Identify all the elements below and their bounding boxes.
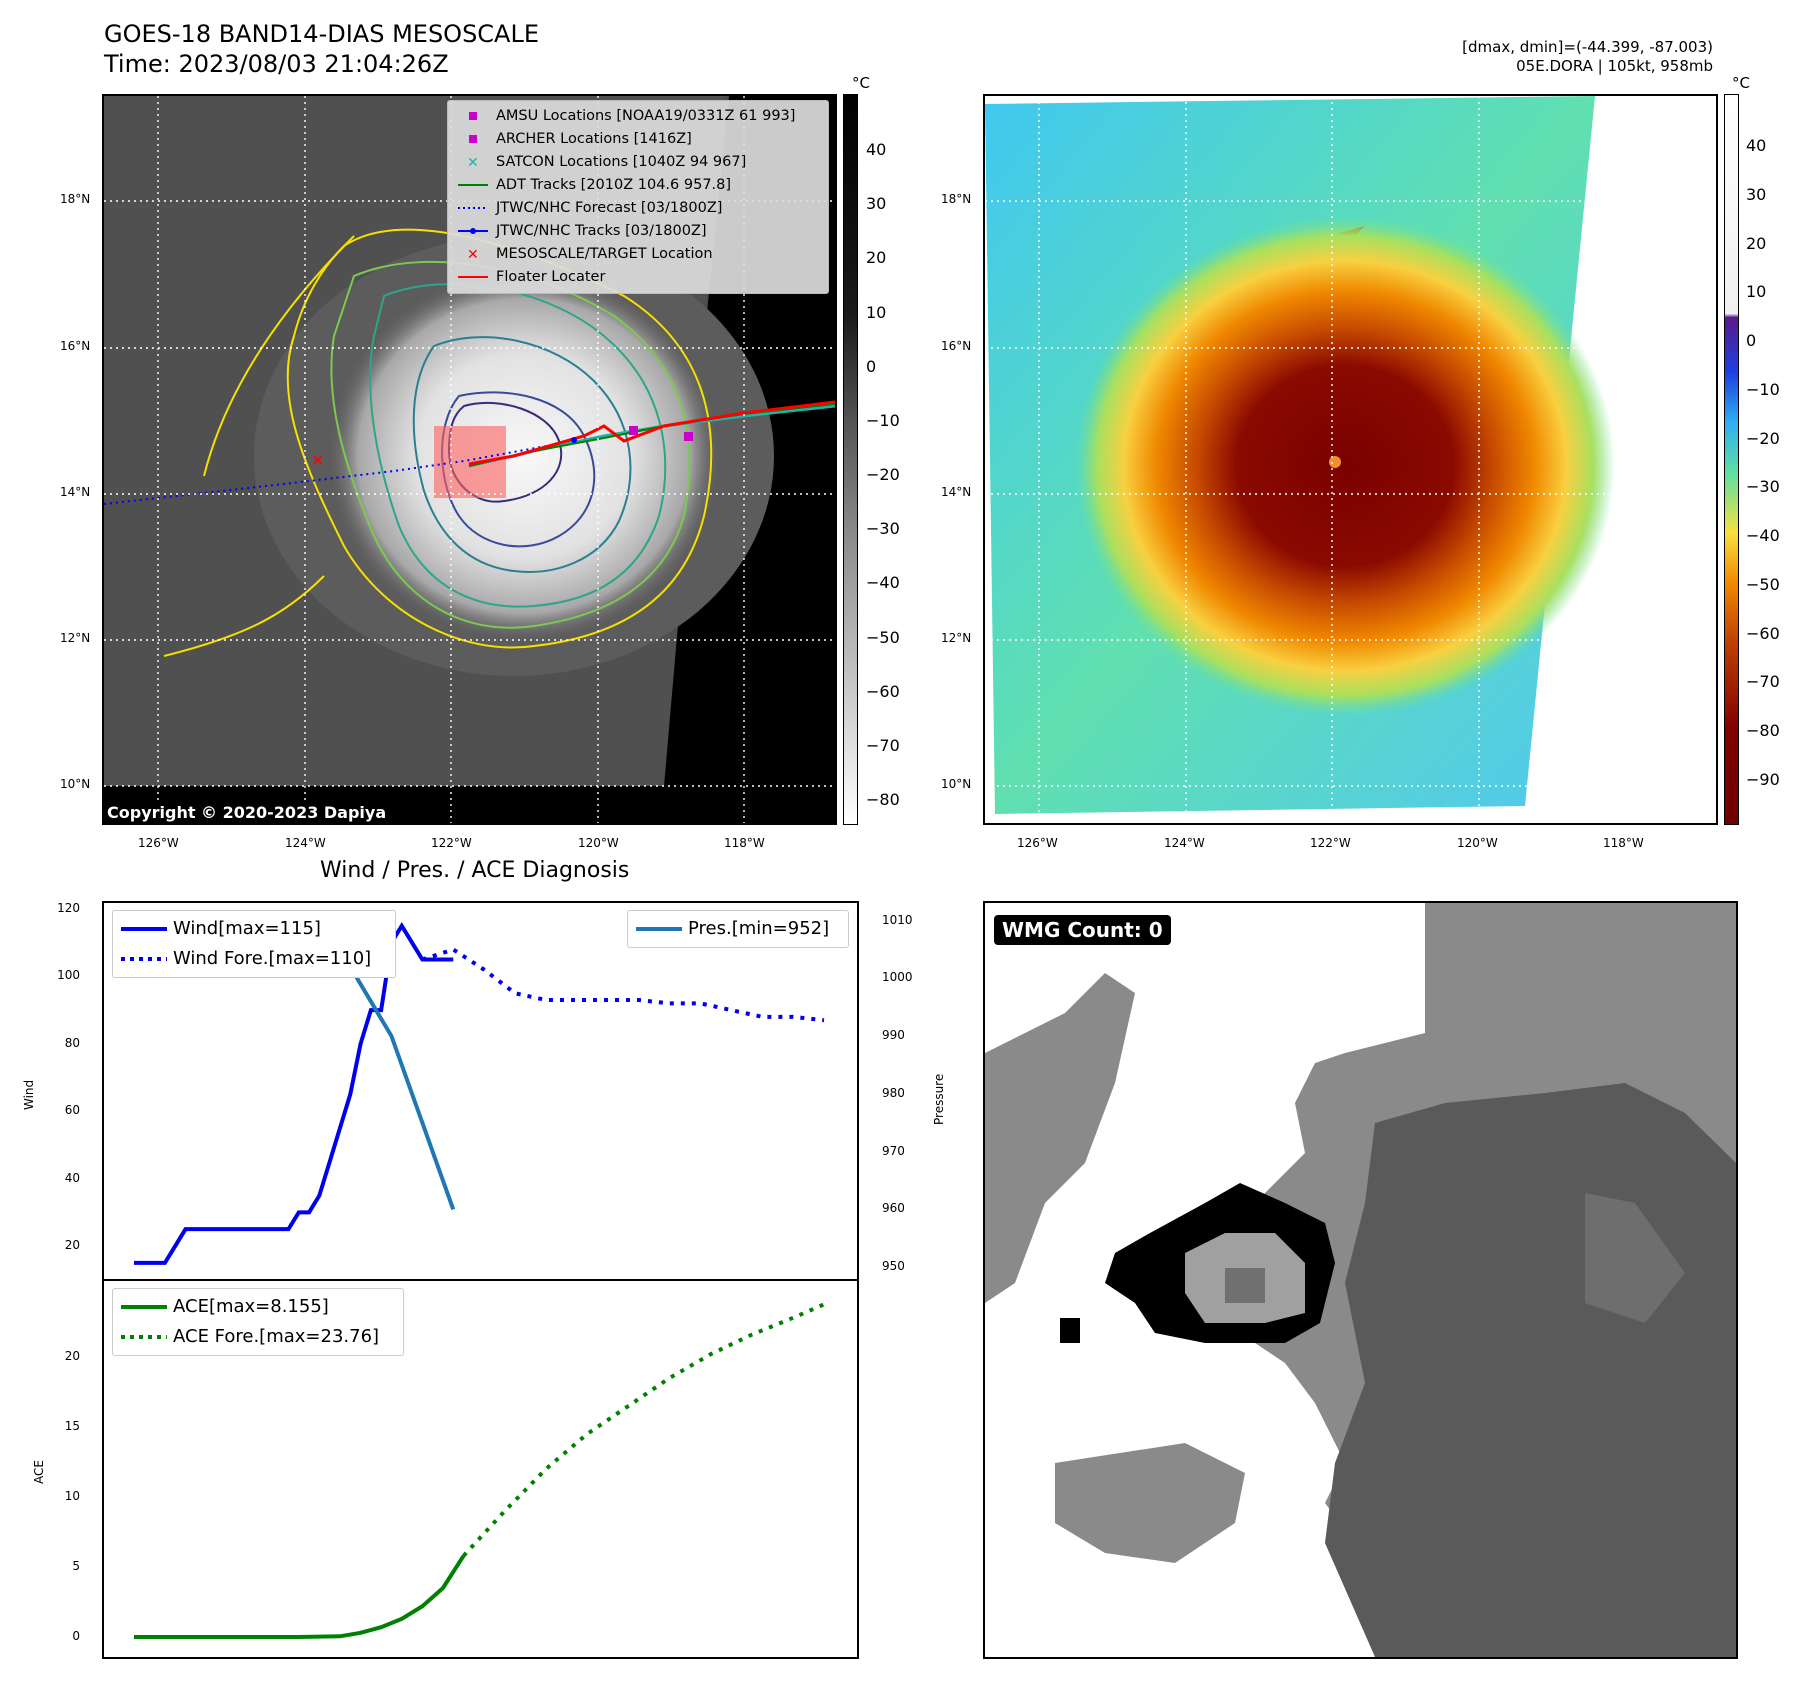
lat-tick-left: 18°N [60,192,91,206]
lon-tick-left: 118°W [724,836,765,850]
color-colorbar-tick: 40 [1746,136,1767,155]
lon-tick-left: 124°W [285,836,326,850]
wind-axis-tick: 20 [64,1238,80,1253]
wmg-classification-grid [985,903,1736,1657]
grayscale-colorbar-tick: −20 [866,465,900,484]
lat-tick-right: 14°N [941,485,972,499]
svg-text:✕: ✕ [467,247,479,263]
svg-text:✕: ✕ [467,155,479,171]
storm-info: [dmax, dmin]=(-44.399, -87.003) 05E.DORA… [1462,38,1713,76]
wind-axis-tick: 80 [64,1035,80,1050]
ace-axis-tick: 15 [64,1419,80,1433]
lon-tick-right: 124°W [1164,836,1205,850]
diagnosis-title: Wind / Pres. / ACE Diagnosis [320,858,630,883]
ace-series-line [134,1554,466,1639]
lon-tick-right: 120°W [1457,836,1498,850]
color-colorbar-tick: −40 [1746,526,1780,546]
colorbar-unit: °C [1732,74,1750,92]
wind-axis-label: Wind [22,1079,36,1110]
wind-axis-tick: 40 [64,1170,80,1185]
ace-legend: ACE[max=8.155] ACE Fore.[max=23.76] [112,1288,404,1356]
page-title: GOES-18 BAND14-DIAS MESOSCALE [104,20,540,48]
ace-axis-tick: 20 [64,1349,80,1363]
color-colorbar-tick: −90 [1746,770,1780,789]
grayscale-colorbar-tick: −40 [866,573,900,593]
grayscale-colorbar-tick: −80 [866,790,900,809]
color-colorbar-tick: −50 [1746,574,1780,594]
pressure-axis-tick: 980 [882,1085,905,1100]
wind-series-line [134,922,454,1265]
grayscale-colorbar-tick: −50 [866,627,900,647]
storm-name-intensity: 05E.DORA | 105kt, 958mb [1516,57,1713,75]
wind-forecast-series-line [421,947,825,1023]
wind-axis-tick: 60 [64,1103,80,1118]
color-colorbar-tick: −70 [1746,672,1780,692]
color-colorbar-tick: −30 [1746,477,1780,497]
lat-tick-right: 10°N [941,777,972,791]
lat-tick-left: 10°N [60,777,91,791]
ace-axis-tick: 5 [72,1559,80,1573]
pressure-axis-tick: 950 [882,1259,905,1274]
lat-tick-left: 12°N [60,631,91,645]
pressure-axis-label: Pressure [932,1073,946,1125]
copyright-badge: Copyright © 2020-2023 Dapiya [102,801,392,824]
color-ir-map [983,94,1718,825]
ace-forecast-series-line [462,1302,825,1558]
grayscale-colorbar-tick: 20 [866,248,887,268]
color-colorbar-tick: 30 [1746,184,1767,204]
pressure-legend: Pres.[min=952] [627,910,849,948]
map-legend: AMSU Locations [NOAA19/0331Z 61 993] ARC… [447,100,829,294]
color-colorbar-tick: −80 [1746,721,1780,741]
ace-axis-tick: 10 [64,1489,80,1503]
color-colorbar [1724,94,1739,825]
color-colorbar-tick: 20 [1746,233,1767,253]
wmg-panel [983,901,1738,1659]
color-colorbar-tick: −10 [1746,379,1780,399]
ace-axis-tick: 0 [72,1629,80,1643]
ace-plot [134,1302,825,1639]
lon-tick-left: 120°W [578,836,619,850]
grayscale-colorbar-tick: −60 [866,681,900,701]
svg-text:✕: ✕ [311,451,324,470]
color-colorbar-tick: 10 [1746,282,1767,302]
color-ir-imagery [985,96,1716,823]
lon-tick-left: 122°W [431,836,472,850]
grayscale-colorbar-tick: −30 [866,519,900,539]
lon-tick-right: 118°W [1603,836,1644,850]
lon-tick-right: 126°W [1017,836,1058,850]
grayscale-colorbar-tick: 40 [866,140,887,159]
grayscale-colorbar-tick: −10 [866,410,900,430]
page-subtitle-time: Time: 2023/08/03 21:04:26Z [104,50,449,78]
color-colorbar-tick: −20 [1746,428,1780,448]
grayscale-colorbar-tick: −70 [866,735,900,755]
wmg-count-badge: WMG Count: 0 [994,915,1171,945]
lon-tick-right: 122°W [1310,836,1351,850]
colorbar-unit: °C [852,74,870,92]
lon-tick-left: 126°W [138,836,179,850]
pressure-axis-tick: 1000 [882,970,913,985]
grayscale-colorbar-tick: 10 [866,302,887,322]
wind-axis-tick: 120 [57,901,80,915]
lat-tick-right: 12°N [941,631,972,645]
pressure-axis-tick: 990 [882,1028,905,1043]
grayscale-colorbar-tick: 30 [866,194,887,214]
lat-tick-right: 16°N [941,339,972,353]
grayscale-colorbar-tick: 0 [866,356,877,376]
pressure-axis-tick: 970 [882,1143,905,1158]
lat-tick-right: 18°N [941,192,972,206]
lat-tick-left: 14°N [60,485,91,499]
lat-tick-left: 16°N [60,339,91,353]
ace-axis-label: ACE [32,1460,46,1484]
wind-axis-tick: 100 [57,968,80,983]
wind-legend: Wind[max=115] Wind Fore.[max=110] [112,910,396,978]
pressure-axis-tick: 960 [882,1201,905,1216]
color-colorbar-tick: 0 [1746,331,1757,351]
grayscale-colorbar [843,94,858,825]
dmax-dmin-readout: [dmax, dmin]=(-44.399, -87.003) [1462,38,1713,56]
pressure-axis-tick: 1010 [882,912,913,927]
color-colorbar-tick: −60 [1746,623,1780,643]
